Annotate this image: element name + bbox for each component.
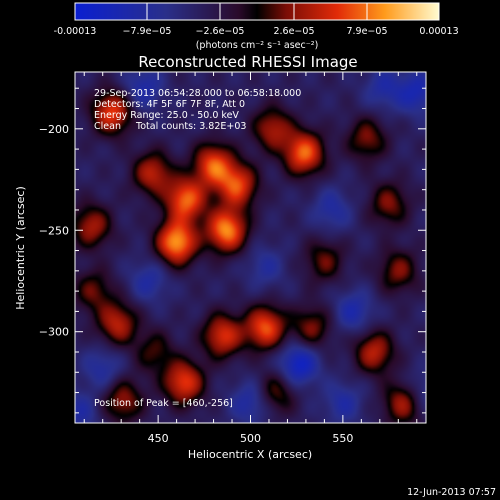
info-line-detectors: Detectors: 4F 5F 6F 7F 8F, Att 0 [94, 99, 245, 110]
x-tick-label: 450 [148, 432, 169, 445]
x-tick-label: 550 [332, 432, 353, 445]
y-axis-ticks [75, 87, 426, 414]
colorbar-tick-label: −2.6e−05 [196, 26, 245, 37]
info-line-energy: Energy Range: 25.0 - 50.0 keV [94, 110, 239, 121]
info-line-time: 29-Sep-2013 06:54:28.000 to 06:58:18.000 [94, 88, 301, 99]
colorbar [74, 2, 440, 21]
colorbar-tick-label: 7.9e−05 [346, 26, 387, 37]
info-line-counts: Clean Total counts: 3.82E+03 [94, 121, 246, 132]
peak-position-label: Position of Peak = [460,-256] [94, 398, 233, 409]
colorbar-tick-label: 2.6e−05 [273, 26, 314, 37]
chart-title: Reconstructed RHESSI Image [138, 53, 357, 71]
footer-timestamp: 12-Jun-2013 07:57 [407, 487, 496, 498]
colorbar-tick-label: 0.00013 [419, 26, 458, 37]
heatmap-image [75, 72, 426, 423]
colorbar-tick-label: -0.00013 [54, 26, 97, 37]
colorbar-tick-label: −7.9e−05 [123, 26, 172, 37]
x-tick-label: 500 [240, 432, 261, 445]
x-axis-ticks [83, 72, 418, 423]
y-axis-label: Heliocentric Y (arcsec) [14, 186, 27, 310]
colorbar-ticks [74, 3, 440, 20]
y-tick-label: −200 [39, 123, 69, 136]
colorbar-unit-label: (photons cm⁻² s⁻¹ asec⁻²) [196, 40, 319, 51]
x-axis-label: Heliocentric X (arcsec) [188, 448, 312, 461]
y-tick-label: −250 [39, 224, 69, 237]
y-tick-label: −300 [39, 326, 69, 339]
